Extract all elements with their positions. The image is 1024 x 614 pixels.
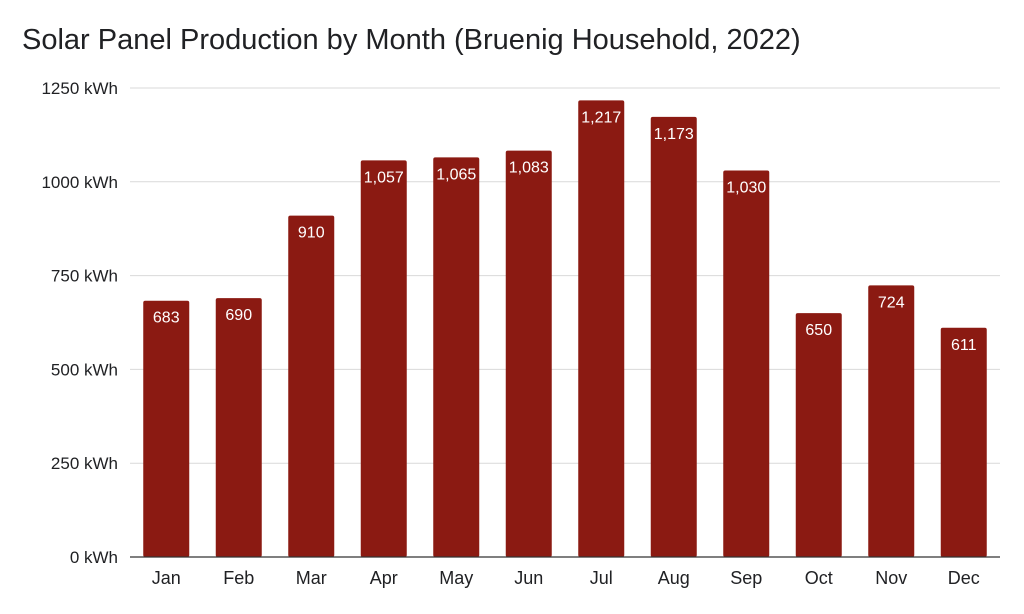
bar-jun <box>505 150 552 558</box>
x-tick-label-apr: Apr <box>370 568 398 588</box>
data-label-mar: 910 <box>298 225 325 242</box>
chart-title: Solar Panel Production by Month (Bruenig… <box>22 24 801 56</box>
bar-jul <box>578 100 625 558</box>
x-tick-label-sep: Sep <box>730 568 762 588</box>
bar-layer: 683 690 910 1,057 1,065 1,083 1,217 1,173 1,030 6… <box>143 100 987 558</box>
data-label-jan: 683 <box>153 310 180 327</box>
data-label-feb: 690 <box>225 307 252 324</box>
x-tick-label-mar: Mar <box>296 568 327 588</box>
y-tick-label: 250 kWh <box>51 454 118 473</box>
data-label-aug: 1,173 <box>654 126 694 143</box>
x-tick-label-aug: Aug <box>658 568 690 588</box>
x-tick-label-may: May <box>439 568 473 588</box>
bar-may <box>433 157 480 558</box>
data-label-oct: 650 <box>805 322 832 339</box>
x-tick-label-oct: Oct <box>805 568 833 588</box>
y-tick-label: 1000 kWh <box>41 173 118 192</box>
data-label-sep: 1,030 <box>726 180 766 197</box>
data-label-jul: 1,217 <box>581 109 621 126</box>
bar-aug <box>650 116 697 557</box>
y-tick-label: 750 kWh <box>51 267 118 286</box>
grid-layer <box>130 87 1000 464</box>
bar-mar <box>288 215 335 557</box>
x-tick-label-feb: Feb <box>223 568 254 588</box>
data-label-jun: 1,083 <box>509 160 549 177</box>
y-tick-label: 500 kWh <box>51 360 118 379</box>
bar-dec <box>940 327 987 557</box>
data-label-apr: 1,057 <box>364 169 404 186</box>
x-tick-label-jan: Jan <box>152 568 181 588</box>
bar-nov <box>868 285 915 557</box>
x-tick-label-dec: Dec <box>948 568 980 588</box>
x-tick-label-jun: Jun <box>514 568 543 588</box>
axis-layer: 0 kWh 250 kWh 500 kWh 750 kWh 1000 kWh 1250 k… <box>41 79 1000 588</box>
x-tick-label-nov: Nov <box>875 568 907 588</box>
bar-apr <box>360 160 407 557</box>
bar-jan <box>143 300 190 557</box>
y-tick-label: 1250 kWh <box>41 79 118 98</box>
bar-feb <box>215 298 262 557</box>
data-label-dec: 611 <box>951 337 977 354</box>
y-tick-label: 0 kWh <box>70 548 118 567</box>
bar-oct <box>795 313 842 557</box>
bar-sep <box>723 170 770 557</box>
x-tick-label-jul: Jul <box>590 568 613 588</box>
data-label-may: 1,065 <box>436 166 476 183</box>
data-label-nov: 724 <box>878 294 905 311</box>
